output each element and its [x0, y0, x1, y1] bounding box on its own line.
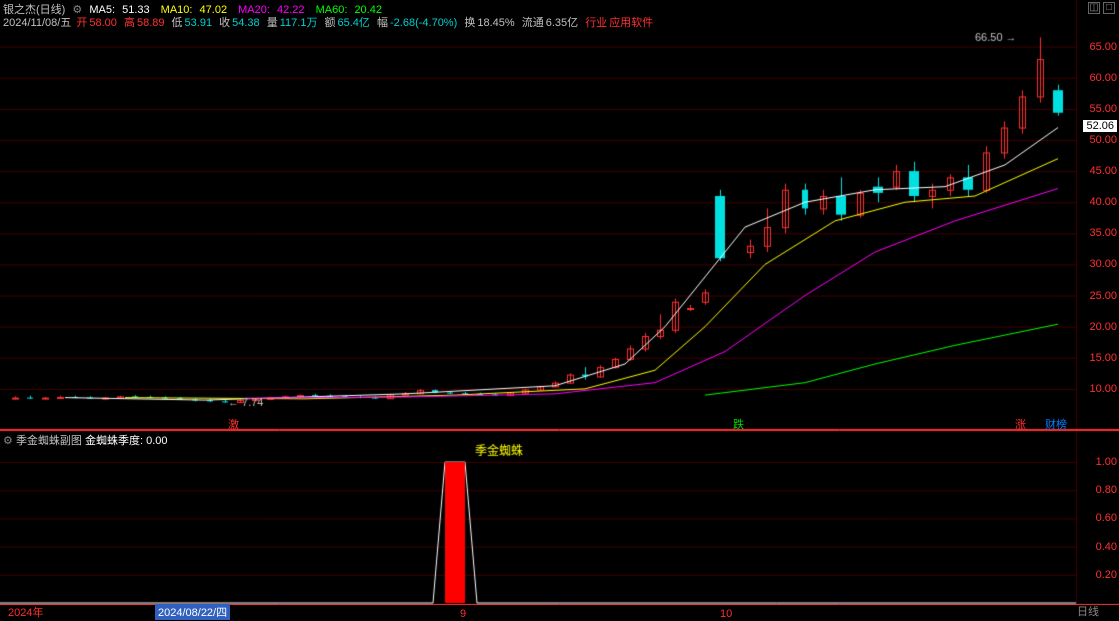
y-tick: 55.00 [1079, 103, 1117, 115]
y-tick: 30.00 [1079, 258, 1117, 270]
low-label: 低53.91 [172, 17, 215, 29]
chart-opt-2[interactable]: □ [1103, 2, 1115, 14]
gear-icon-sub[interactable]: ⚙ [3, 435, 13, 447]
sub-y-tick: 0.40 [1079, 541, 1117, 553]
sub-y-tick: 1.00 [1079, 456, 1117, 468]
y-tick: 45.00 [1079, 165, 1117, 177]
y-tick: 50.00 [1079, 134, 1117, 146]
amt-label: 额65.4亿 [325, 17, 372, 29]
open-label: 开58.00 [76, 17, 119, 29]
time-label: 9 [460, 608, 466, 620]
y-tick: 20.00 [1079, 321, 1117, 333]
sub-y-tick: 0.20 [1079, 569, 1117, 581]
close-label: 收54.38 [219, 17, 262, 29]
sub-title: 季金蜘蛛副图 [16, 435, 82, 447]
chart-marker: 激 [228, 416, 239, 432]
sub-y-tick: 0.80 [1079, 484, 1117, 496]
y-tick: 15.00 [1079, 352, 1117, 364]
industry-label: 行业应用软件 [585, 17, 655, 29]
turn-label: 换18.45% [464, 17, 516, 29]
chart-opt-1[interactable]: ◫ [1088, 2, 1100, 14]
sub-value: 金蜘蛛季度: 0.00 [85, 435, 168, 447]
y-tick: 25.00 [1079, 290, 1117, 302]
chart-marker: 财榜 [1045, 416, 1067, 432]
chart-marker: 跌 [733, 416, 744, 432]
time-label: 2024/08/22/四 [155, 604, 230, 620]
y-tick: 10.00 [1079, 383, 1117, 395]
time-label: 10 [720, 608, 732, 620]
time-label: 2024年 [8, 604, 43, 620]
footer-period: 日线 [1077, 603, 1099, 619]
y-tick: 35.00 [1079, 227, 1117, 239]
y-tick: 40.00 [1079, 196, 1117, 208]
vol-label: 量117.1万 [267, 17, 320, 29]
date-label: 2024/11/08/五 [3, 17, 71, 29]
high-label: 高58.89 [124, 17, 167, 29]
sub-y-tick: 0.60 [1079, 512, 1117, 524]
chart-marker: 涨 [1015, 416, 1026, 432]
current-price-tag: 52.06 [1083, 120, 1117, 132]
chg-label: 幅-2.68(-4.70%) [377, 17, 459, 29]
float-label: 流通6.35亿 [522, 17, 580, 29]
y-tick: 60.00 [1079, 72, 1117, 84]
y-tick: 65.00 [1079, 41, 1117, 53]
